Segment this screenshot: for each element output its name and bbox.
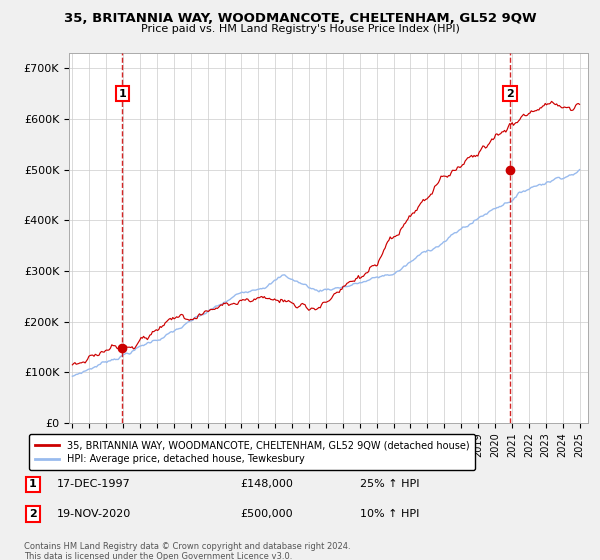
Text: Price paid vs. HM Land Registry's House Price Index (HPI): Price paid vs. HM Land Registry's House … — [140, 24, 460, 34]
Text: 17-DEC-1997: 17-DEC-1997 — [57, 479, 131, 489]
Text: £148,000: £148,000 — [240, 479, 293, 489]
Text: 1: 1 — [119, 88, 126, 99]
Text: £500,000: £500,000 — [240, 509, 293, 519]
Text: 25% ↑ HPI: 25% ↑ HPI — [360, 479, 419, 489]
Text: 10% ↑ HPI: 10% ↑ HPI — [360, 509, 419, 519]
Text: 2: 2 — [506, 88, 514, 99]
Legend: 35, BRITANNIA WAY, WOODMANCOTE, CHELTENHAM, GL52 9QW (detached house), HPI: Aver: 35, BRITANNIA WAY, WOODMANCOTE, CHELTENH… — [29, 435, 475, 470]
Text: 1: 1 — [29, 479, 37, 489]
Text: 19-NOV-2020: 19-NOV-2020 — [57, 509, 131, 519]
Text: 2: 2 — [29, 509, 37, 519]
Text: Contains HM Land Registry data © Crown copyright and database right 2024.
This d: Contains HM Land Registry data © Crown c… — [24, 542, 350, 560]
Text: 35, BRITANNIA WAY, WOODMANCOTE, CHELTENHAM, GL52 9QW: 35, BRITANNIA WAY, WOODMANCOTE, CHELTENH… — [64, 12, 536, 25]
